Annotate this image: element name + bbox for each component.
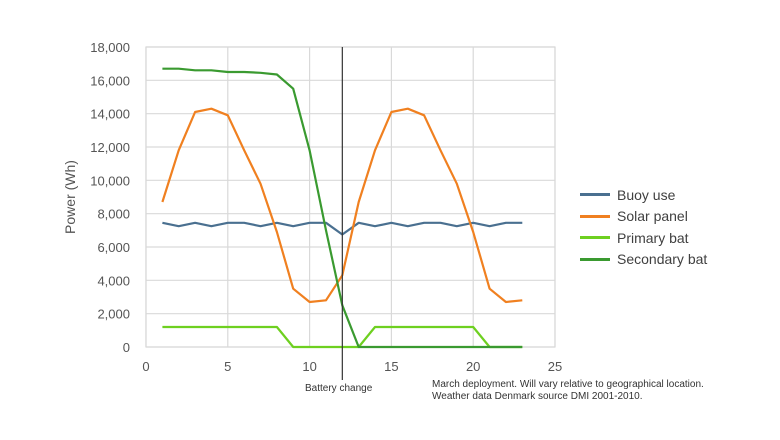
x-axis-ticks: 0 5 10 15 20 25 (142, 359, 562, 374)
x-tick-label: 25 (548, 359, 562, 374)
y-tick-label: 10,000 (90, 173, 130, 188)
x-tick-label: 10 (302, 359, 316, 374)
legend-item-buoy-use: Buoy use (580, 184, 707, 206)
grid (145, 46, 556, 348)
y-tick-label: 4,000 (97, 273, 130, 288)
legend-label: Primary bat (617, 229, 689, 246)
legend-label: Solar panel (617, 208, 688, 225)
y-tick-label: 2,000 (97, 307, 130, 322)
battery-change-label: Battery change (305, 383, 373, 394)
legend-swatch (580, 257, 610, 261)
legend-label: Secondary bat (617, 251, 708, 268)
legend-item-solar-panel: Solar panel (580, 206, 707, 228)
x-tick-label: 0 (142, 359, 149, 374)
x-tick-label: 5 (224, 359, 231, 374)
y-tick-label: 0 (123, 340, 130, 355)
legend: Buoy use Solar panel Primary bat Secondary … (580, 184, 707, 270)
y-axis-ticks: 0 2,000 4,000 6,000 8,000 10,000 12,000 14,000 1… (90, 40, 130, 355)
legend-swatch (580, 214, 610, 218)
footnote-line-1: March deployment. Will vary relative to … (432, 379, 704, 390)
y-axis-label: Power (Wh) (62, 160, 78, 234)
legend-swatch (580, 193, 610, 197)
x-tick-label: 15 (384, 359, 398, 374)
legend-label: Buoy use (617, 186, 676, 203)
y-tick-label: 12,000 (90, 140, 130, 155)
y-tick-label: 16,000 (90, 73, 130, 88)
y-tick-label: 6,000 (97, 240, 130, 255)
legend-item-secondary-bat: Secondary bat (580, 249, 707, 271)
y-tick-label: 18,000 (90, 40, 130, 55)
legend-item-primary-bat: Primary bat (580, 227, 707, 249)
footnote: March deployment. Will vary relative to … (432, 379, 704, 403)
y-tick-label: 8,000 (97, 207, 130, 222)
y-tick-label: 14,000 (90, 107, 130, 122)
x-tick-label: 20 (466, 359, 480, 374)
legend-swatch (580, 236, 610, 240)
footnote-line-2: Weather data Denmark source DMI 2001-201… (432, 391, 643, 402)
